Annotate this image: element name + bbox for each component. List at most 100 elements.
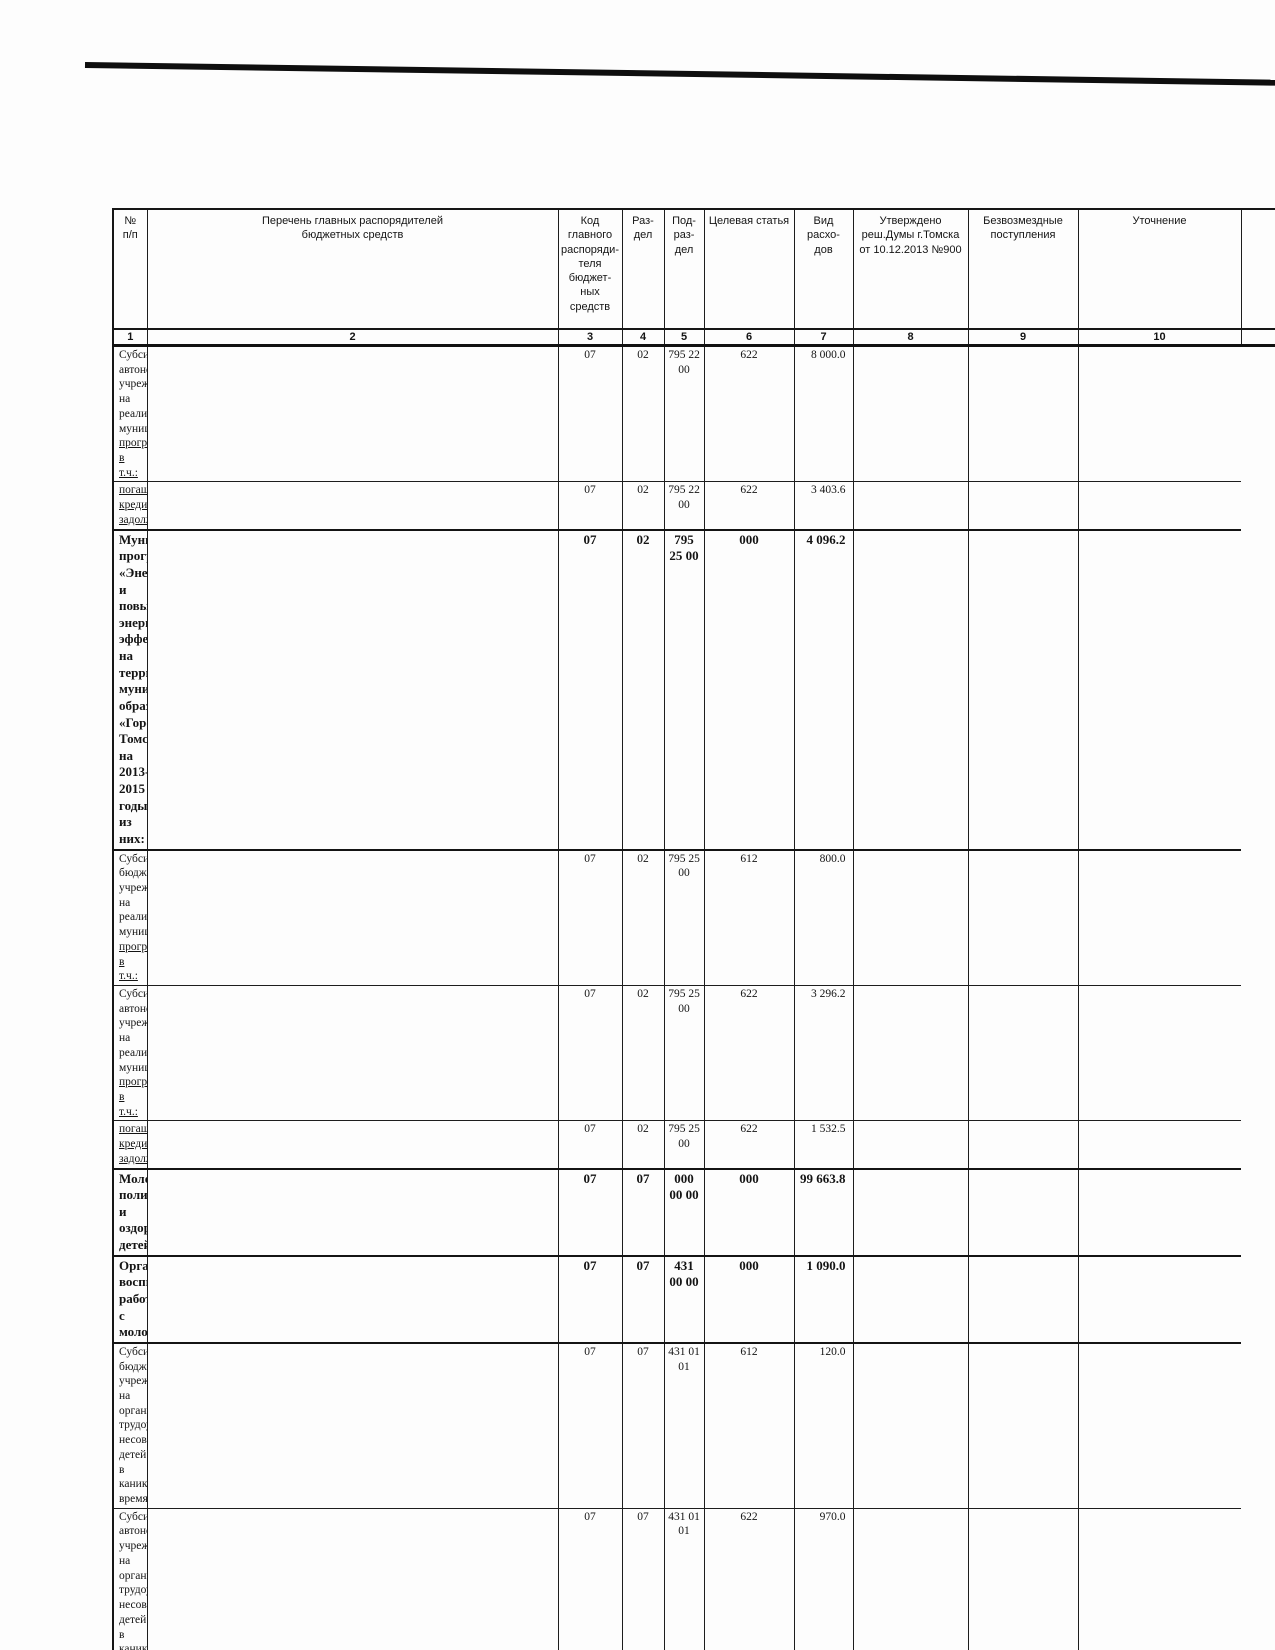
col-header-subsection: Под- раз- дел [663,208,705,330]
cell-target: 795 22 00 [663,344,705,483]
col-header-approved: Утверждено реш.Думы г.Томска от 10.12.20… [852,208,969,330]
cell-name: Субсидии бюджетным учреждениям на реализ… [112,849,148,986]
cell-section: 07 [557,528,623,851]
cell-gratuitous [852,1342,969,1509]
cell-type: 000 [703,528,795,851]
cell-refinement [967,1507,1079,1650]
col-header-no: № п/п [112,208,148,330]
cell-type: 622 [703,344,795,483]
table-row: погашение кредиторской задолженности 0702… [112,1120,1275,1170]
cell-code [146,1254,559,1344]
cell-name: Субсидии автономным учреждениям на реали… [112,984,148,1122]
cell-extra [1077,1120,1241,1170]
cell-gratuitous [852,1507,969,1650]
budget-table: № п/п Перечень главных распорядителей бю… [112,208,1275,1650]
cell-approved: 3 403.6 [793,481,854,531]
cell-target: 431 00 00 [663,1254,705,1344]
cell-subsection: 07 [621,1254,665,1344]
cell-gratuitous [852,344,969,483]
cell-target: 431 01 01 [663,1507,705,1650]
cell-subsection: 02 [621,344,665,483]
col-number: 7 [793,328,854,347]
cell-type: 612 [703,849,795,986]
cell-type: 000 [703,1254,795,1344]
cell-section: 07 [557,849,623,986]
col-number [1240,328,1275,347]
cell-subsection: 02 [621,1120,665,1170]
table-row: Муниципальная программа «Энергосбережени… [112,528,1275,851]
cell-section: 07 [557,984,623,1122]
cell-refinement [967,481,1079,531]
cell-type: 000 [703,1167,795,1257]
table-row: погашение кредиторской задолженности 0702… [112,481,1275,531]
cell-type: 622 [703,1507,795,1650]
table-row: Субсидии бюджетным учреждениям на органи… [112,1342,1275,1509]
cell-section: 07 [557,1254,623,1344]
cell-target: 795 25 00 [663,849,705,986]
cell-subsection: 07 [621,1167,665,1257]
cell-section: 07 [557,1507,623,1650]
cell-name: Муниципальная программа «Энергосбережени… [112,528,148,851]
column-number-row: 1 2 3 4 5 6 7 8 9 10 [112,328,1275,347]
cell-type: 612 [703,1342,795,1509]
col-header-section: Раз- дел [621,208,665,330]
table-row: Субсидии бюджетным учреждениям на реализ… [112,849,1275,986]
col-number: 6 [703,328,795,347]
cell-type: 622 [703,481,795,531]
cell-type: 622 [703,984,795,1122]
cell-section: 07 [557,1120,623,1170]
cell-subsection: 02 [621,849,665,986]
table-row: Субсидии автономным учреждениям на реали… [112,344,1275,483]
cell-name: Субсидии бюджетным учреждениям на органи… [112,1342,148,1509]
col-header-name: Перечень главных распорядителей бюджетны… [146,208,559,330]
cell-approved: 1 090.0 [793,1254,854,1344]
cell-code [146,481,559,531]
cell-code [146,984,559,1122]
cell-section: 07 [557,481,623,531]
table-row: Организационно-воспитательная работа с м… [112,1254,1275,1344]
cell-gratuitous [852,1167,969,1257]
cell-approved: 99 663.8 [793,1167,854,1257]
cell-approved: 1 532.5 [793,1120,854,1170]
cell-gratuitous [852,1254,969,1344]
cell-name: погашение кредиторской задолженности [112,1120,148,1170]
cell-approved: 800.0 [793,849,854,986]
cell-extra [1077,1507,1241,1650]
cell-code [146,1507,559,1650]
table-row: Молодежная политика и оздоровление детей… [112,1167,1275,1257]
cell-name: Субсидии автономным учреждениям на орган… [112,1507,148,1650]
cell-target: 795 25 00 [663,1120,705,1170]
cell-subsection: 07 [621,1342,665,1509]
cell-gratuitous [852,481,969,531]
col-number: 8 [852,328,969,347]
cell-refinement [967,1120,1079,1170]
col-number: 10 [1077,328,1242,347]
col-header-target: Целевая статья [703,208,795,330]
cell-target: 431 01 01 [663,1342,705,1509]
cell-code [146,1342,559,1509]
col-header-expense-type: Вид расхо- дов [793,208,854,330]
cell-target: 795 22 00 [663,481,705,531]
cell-approved: 4 096.2 [793,528,854,851]
cell-subsection: 02 [621,984,665,1122]
cell-approved: 970.0 [793,1507,854,1650]
cell-code [146,528,559,851]
cell-subsection: 02 [621,481,665,531]
cell-type: 622 [703,1120,795,1170]
cell-extra [1077,1254,1241,1344]
cell-refinement [967,1254,1079,1344]
col-number: 9 [967,328,1079,347]
cell-code [146,1167,559,1257]
col-number: 3 [557,328,623,347]
cell-refinement [967,528,1079,851]
cell-name: Субсидии автономным учреждениям на реали… [112,344,148,483]
col-number: 4 [621,328,665,347]
cell-approved: 120.0 [793,1342,854,1509]
cell-gratuitous [852,984,969,1122]
cell-subsection: 07 [621,1507,665,1650]
table-row: Субсидии автономным учреждениям на орган… [112,1507,1275,1650]
cell-extra [1077,849,1241,986]
cell-subsection: 02 [621,528,665,851]
cell-extra [1077,481,1241,531]
